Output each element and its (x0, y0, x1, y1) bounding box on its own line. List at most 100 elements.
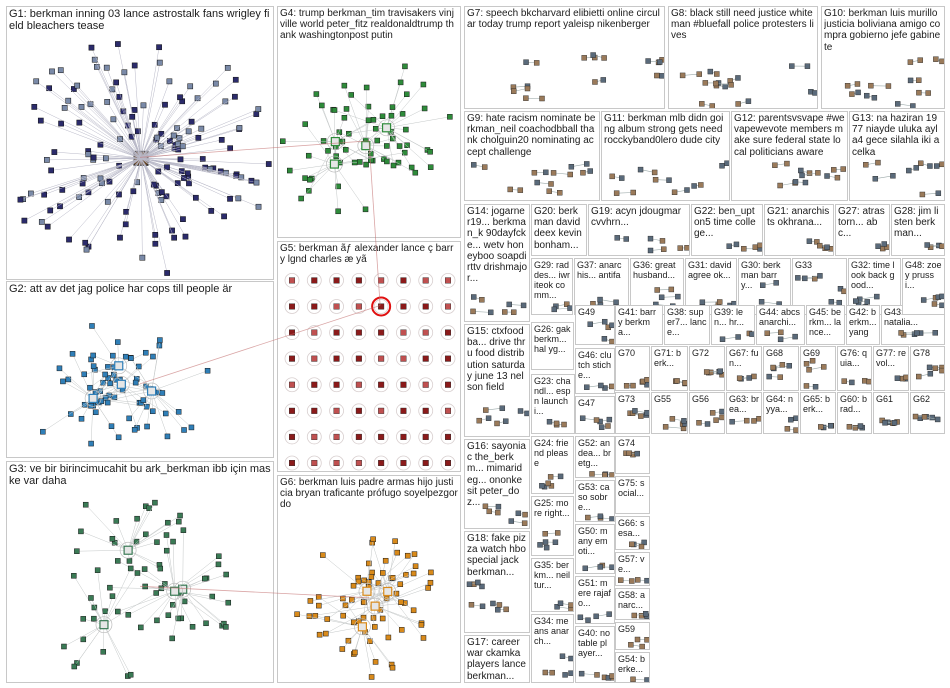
node[interactable] (97, 175, 104, 182)
node[interactable] (919, 191, 926, 198)
node[interactable] (749, 331, 755, 337)
node[interactable] (33, 78, 40, 85)
node[interactable] (57, 67, 64, 74)
node[interactable] (875, 243, 881, 249)
node[interactable] (333, 329, 340, 336)
node[interactable] (103, 155, 109, 162)
node[interactable] (333, 433, 340, 440)
node[interactable] (824, 244, 830, 250)
cluster-g47[interactable]: G47 (575, 396, 615, 434)
node[interactable] (203, 620, 209, 627)
node[interactable] (746, 375, 752, 381)
node[interactable] (674, 378, 680, 384)
node[interactable] (194, 95, 201, 102)
node[interactable] (368, 574, 375, 580)
node[interactable] (224, 64, 231, 71)
node[interactable] (90, 363, 97, 369)
node[interactable] (400, 381, 407, 388)
node[interactable] (806, 367, 812, 373)
cluster-g76[interactable]: G76: quia... (837, 346, 872, 391)
cluster-g28[interactable]: G28: jim listen berkman... (891, 204, 945, 256)
node[interactable] (855, 89, 861, 96)
node[interactable] (412, 563, 419, 570)
node[interactable] (400, 407, 407, 414)
node[interactable] (666, 177, 672, 183)
node[interactable] (402, 149, 408, 156)
node[interactable] (496, 602, 503, 608)
node[interactable] (757, 242, 763, 249)
node[interactable] (355, 329, 362, 336)
cluster-g45[interactable]: G45: berkm... lance... (806, 305, 845, 345)
cluster-g9[interactable]: G9: hate racism nominate berkman_neil co… (464, 111, 600, 201)
node[interactable] (933, 163, 940, 169)
node[interactable] (931, 301, 938, 307)
node[interactable] (812, 90, 818, 96)
node[interactable] (719, 336, 726, 342)
node[interactable] (115, 608, 121, 615)
node[interactable] (80, 616, 87, 622)
node[interactable] (696, 420, 702, 426)
node[interactable] (799, 172, 805, 179)
node[interactable] (93, 409, 99, 416)
node[interactable] (479, 603, 486, 610)
node[interactable] (744, 417, 750, 424)
node[interactable] (177, 94, 183, 101)
node[interactable] (659, 73, 665, 79)
cluster-g21[interactable]: G21: anarchists okhrana... (764, 204, 834, 256)
node[interactable] (320, 552, 326, 558)
node[interactable] (542, 669, 549, 676)
node[interactable] (523, 59, 529, 65)
node[interactable] (764, 330, 770, 336)
node[interactable] (631, 612, 638, 619)
node[interactable] (499, 405, 506, 411)
node[interactable] (916, 77, 922, 83)
node[interactable] (585, 617, 591, 623)
node[interactable] (288, 459, 295, 466)
node[interactable] (370, 615, 377, 621)
node[interactable] (582, 565, 589, 572)
node[interactable] (236, 125, 243, 131)
node[interactable] (378, 303, 385, 310)
cluster-g70[interactable]: G70 (615, 346, 650, 391)
node[interactable] (115, 41, 121, 47)
node[interactable] (343, 106, 350, 112)
hub-node[interactable] (170, 586, 180, 596)
node[interactable] (378, 329, 385, 336)
node[interactable] (581, 55, 587, 61)
node[interactable] (202, 575, 208, 582)
node[interactable] (444, 277, 451, 284)
node[interactable] (766, 373, 772, 380)
node[interactable] (543, 169, 549, 176)
node[interactable] (152, 499, 158, 506)
node[interactable] (729, 418, 735, 425)
node[interactable] (294, 611, 300, 618)
node[interactable] (384, 158, 390, 165)
node[interactable] (444, 381, 451, 388)
node[interactable] (507, 186, 513, 193)
node[interactable] (914, 330, 920, 336)
node[interactable] (609, 383, 614, 390)
node[interactable] (793, 415, 799, 422)
cluster-g11[interactable]: G11: berkman mlb didn going album strong… (601, 111, 730, 201)
node[interactable] (384, 143, 390, 149)
node[interactable] (585, 514, 591, 521)
node[interactable] (647, 247, 654, 254)
node[interactable] (543, 544, 550, 551)
node[interactable] (255, 106, 262, 112)
node[interactable] (404, 552, 411, 559)
node[interactable] (890, 173, 896, 179)
node[interactable] (225, 599, 232, 606)
node[interactable] (156, 44, 162, 51)
node[interactable] (654, 72, 660, 79)
node[interactable] (802, 275, 808, 282)
node[interactable] (122, 353, 129, 360)
node[interactable] (483, 407, 489, 413)
node[interactable] (135, 363, 142, 370)
node[interactable] (602, 472, 608, 478)
node[interactable] (428, 569, 434, 576)
node[interactable] (598, 424, 605, 430)
node[interactable] (814, 239, 820, 245)
node[interactable] (593, 417, 600, 423)
cluster-g52[interactable]: G52: andea... bretg... (575, 436, 615, 478)
node[interactable] (171, 234, 177, 241)
